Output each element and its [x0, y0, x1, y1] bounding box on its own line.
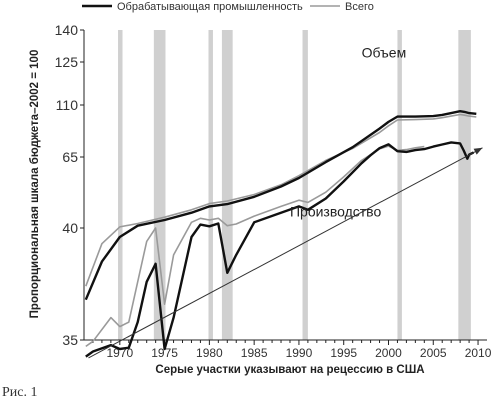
x-tick-label: 1970: [106, 346, 133, 360]
x-tick-label: 1980: [196, 346, 223, 360]
x-tick-label: 2010: [465, 346, 492, 360]
recession-bands: [118, 30, 471, 340]
series-line-production-2: [85, 141, 475, 358]
trend-arrow-head: [473, 147, 483, 155]
y-tick-label: 35: [62, 332, 78, 348]
x-tick-label: 2005: [420, 346, 447, 360]
trend-arrow: [88, 147, 483, 359]
series-line-volume-1: [85, 113, 477, 287]
y-tick-label: 140: [55, 22, 79, 38]
recession-band: [221, 30, 233, 340]
x-tick-label: 1995: [330, 346, 357, 360]
x-axis-title: Серые участки указывают на рецессию в СШ…: [155, 364, 424, 376]
y-tick-label: 110: [56, 97, 79, 113]
legend: Обрабатывающая промышленность Всего: [82, 1, 374, 13]
recession-band: [208, 30, 213, 340]
recession-band: [153, 30, 166, 340]
x-tick-label: 1990: [286, 346, 313, 360]
axes: [83, 30, 487, 341]
figure-caption: Рис. 1: [2, 385, 38, 400]
x-tick-label: 2000: [375, 346, 402, 360]
y-tick-label: 125: [55, 54, 79, 70]
legend-label-manufacturing: Обрабатывающая промышленность: [117, 1, 303, 13]
x-tick-label: 1985: [241, 346, 268, 360]
annotation-label: Объем: [362, 45, 407, 61]
y-tick-label: 40: [62, 220, 78, 236]
recession-band: [302, 30, 308, 340]
chart: 35 40 65 110 125 140 1970 1975 1980 1985 1990 1995…: [29, 1, 492, 376]
annotations: Объем Производство: [290, 45, 406, 220]
trend-arrow-group: [88, 147, 483, 359]
series-line-volume-0: [84, 110, 477, 301]
y-axis-title: Пропорциональная шкала бюджета–2002 = 10…: [29, 50, 41, 319]
y-tick-label: 65: [62, 149, 78, 165]
recession-band: [458, 30, 471, 340]
legend-label-total: Всего: [345, 1, 374, 13]
series-lines: [84, 110, 477, 358]
recession-band: [118, 30, 123, 340]
x-tick-label: 1975: [151, 346, 178, 360]
annotation-label: Производство: [290, 204, 381, 220]
series-line-production-3: [85, 145, 425, 348]
y-tick-labels: 35 40 65 110 125 140: [55, 22, 84, 348]
recession-band: [397, 30, 402, 340]
x-tick-labels: 1970 1975 1980 1985 1990 1995 2000 2005 2010: [92, 340, 492, 360]
